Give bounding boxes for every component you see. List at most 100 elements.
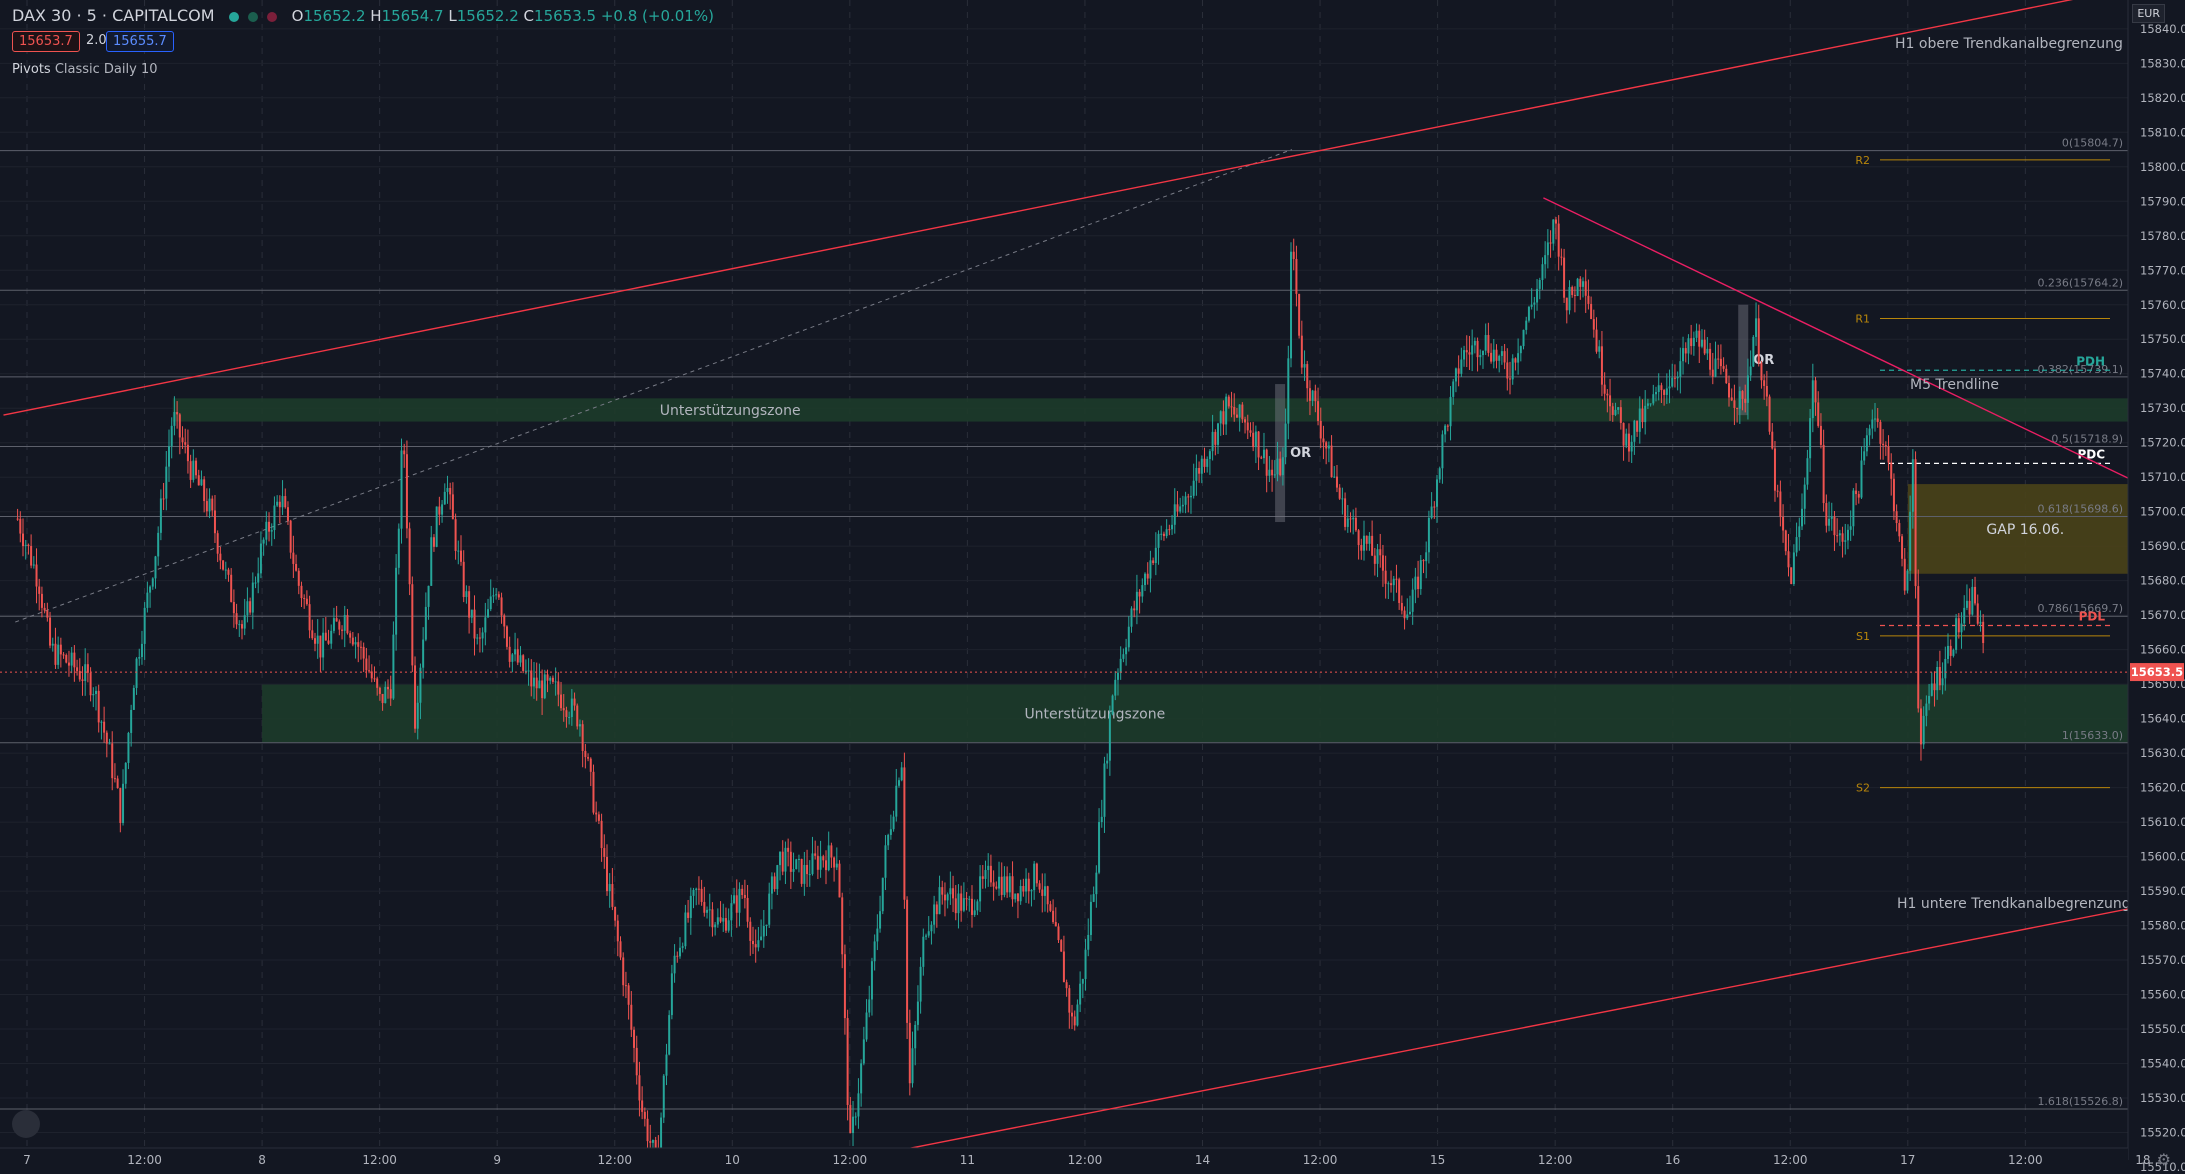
candle-body (551, 677, 554, 682)
candle-body (1173, 504, 1176, 525)
candle-body (70, 652, 73, 666)
candle-body (1303, 364, 1306, 368)
candle-body (1803, 484, 1806, 509)
candle-body (846, 1018, 849, 1105)
y-tick-label: 15640.0 (2140, 712, 2185, 726)
candle-body (1963, 607, 1966, 624)
tradingview-logo-icon[interactable] (12, 1110, 40, 1138)
candle-body (806, 864, 809, 875)
candle-body (343, 615, 346, 631)
candle-body (838, 863, 841, 898)
buy-button[interactable]: 15655.7 (106, 31, 174, 52)
candle-body (1179, 506, 1182, 512)
candle-body (605, 856, 608, 892)
candle-body (900, 767, 903, 781)
settings-gear-icon[interactable]: ⚙ (2156, 1150, 2171, 1169)
opening-range-box[interactable] (1738, 304, 1749, 416)
candle-body (524, 670, 527, 672)
candle-body (1262, 449, 1265, 459)
currency-label[interactable]: EUR (2132, 4, 2165, 23)
trendline[interactable] (1543, 197, 2148, 489)
candle-body (724, 918, 727, 931)
candle-body (1711, 369, 1714, 377)
candle-body (1884, 445, 1887, 447)
ohlc-h-label: H (370, 7, 382, 25)
candle-body (1368, 535, 1371, 544)
sell-button[interactable]: 15653.7 (12, 31, 80, 52)
time-axis[interactable] (0, 1148, 2128, 1174)
candle-body (1511, 358, 1514, 380)
candle-body (1825, 503, 1828, 526)
candle-body (1144, 573, 1147, 586)
indicator-legend[interactable]: Pivots Classic Daily 10 (12, 62, 158, 77)
candle-body (1679, 361, 1682, 377)
candle-body (1728, 383, 1731, 398)
y-tick-label: 15810.0 (2140, 125, 2185, 139)
candle-body (1811, 380, 1814, 419)
candle-body (103, 721, 106, 733)
symbol-title[interactable]: DAX 30 · 5 · CAPITALCOM (12, 6, 215, 25)
candle-body (62, 654, 65, 656)
candle-body (1730, 397, 1733, 401)
ohlc-c-value: 15653.5 (534, 7, 597, 25)
candle-body (960, 893, 963, 911)
candle-body (1071, 1012, 1074, 1017)
candle-body (1395, 578, 1398, 580)
candle-body (484, 617, 487, 633)
candle-body (354, 642, 357, 645)
support-zone[interactable] (172, 398, 2148, 422)
candle-body (1344, 498, 1347, 527)
candle-body (676, 955, 679, 957)
candle-body (1500, 351, 1503, 356)
candle-body (286, 507, 289, 521)
trendline[interactable] (3, 0, 2166, 416)
y-tick-label: 15790.0 (2140, 194, 2185, 208)
candle-body (965, 898, 968, 900)
candle-body (32, 564, 35, 566)
trendline[interactable] (814, 900, 2167, 1168)
candle-body (346, 615, 349, 634)
candle-body (530, 670, 533, 687)
candle-body (146, 592, 149, 608)
candle-body (787, 847, 790, 852)
candle-body (1865, 435, 1868, 452)
ohlc-h-value: 15654.7 (381, 7, 444, 25)
candle-body (1938, 666, 1941, 686)
candle-body (76, 667, 79, 672)
candle-body (1046, 886, 1049, 905)
candle-body (1187, 496, 1190, 498)
candle-body (1241, 404, 1244, 420)
candle-body (589, 758, 592, 772)
candle-body (341, 629, 344, 631)
candle-body (154, 556, 157, 579)
candle-body (1549, 242, 1552, 244)
candle-body (378, 687, 381, 694)
y-tick-label: 15740.0 (2140, 367, 2185, 381)
candle-body (1933, 683, 1936, 691)
candle-body (889, 829, 892, 835)
candle-body (914, 1024, 917, 1049)
candle-body (416, 702, 419, 729)
candle-body (1644, 405, 1647, 423)
gap-zone[interactable] (1907, 484, 2143, 574)
candle-body (205, 501, 208, 512)
fib-level-label: 0.786(15669.7) (2037, 602, 2123, 615)
candle-body (1668, 386, 1671, 389)
candle-body (389, 689, 392, 699)
candle-body (1371, 535, 1374, 556)
candle-body (227, 569, 230, 575)
candle-body (46, 610, 49, 618)
candle-body (1603, 384, 1606, 394)
ohlc-o-value: 15652.2 (303, 7, 366, 25)
candle-body (397, 528, 400, 568)
candle-body (1014, 893, 1017, 900)
candle-body (1857, 494, 1860, 498)
candle-body (92, 693, 95, 696)
spread-value: 2.0 (86, 33, 107, 48)
price-axis[interactable] (2128, 0, 2185, 1174)
candle-body (319, 635, 322, 658)
candle-body (1568, 287, 1571, 311)
candle-body (1663, 390, 1666, 395)
candle-body (1217, 423, 1220, 445)
